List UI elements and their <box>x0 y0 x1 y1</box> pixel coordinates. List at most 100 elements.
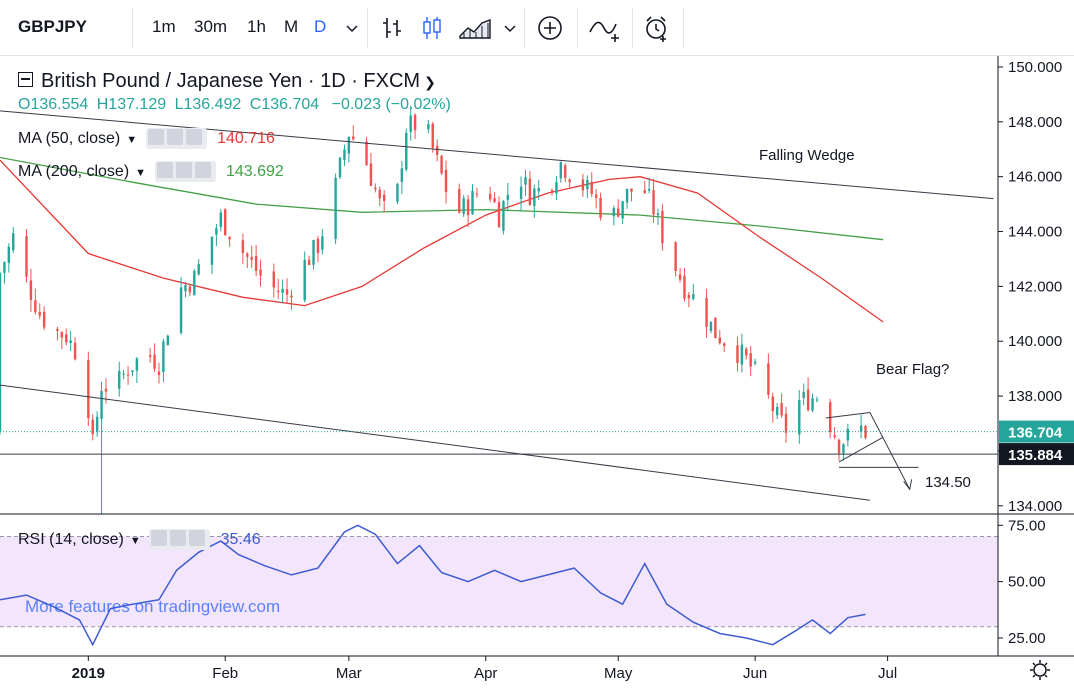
x-tick-label: Jul <box>878 665 897 682</box>
candle-down <box>60 332 64 338</box>
candle-up <box>846 428 850 441</box>
close-icon[interactable] <box>185 129 202 145</box>
candle-up <box>338 157 342 178</box>
ma50-controls <box>145 128 207 149</box>
candle-down <box>250 256 253 260</box>
watermark-link[interactable]: More features on tradingview.com <box>25 597 281 616</box>
candle-up <box>524 177 527 185</box>
ma50-legend: MA (50, close) ▼ 140.716 <box>18 128 275 149</box>
trendline-flag-upper[interactable] <box>825 412 870 419</box>
candle-up <box>798 400 801 435</box>
candle-down <box>705 298 708 327</box>
rsi-tick-label: 50.00 <box>1008 574 1046 591</box>
candle-down <box>652 189 655 215</box>
candle-up <box>612 208 616 217</box>
candle-up <box>3 262 6 273</box>
candle-down <box>246 253 249 257</box>
toolbar-separator <box>367 8 368 48</box>
interval-30m[interactable]: 30m <box>194 17 228 36</box>
candle-down <box>307 259 311 265</box>
gear-icon[interactable] <box>170 530 187 546</box>
candle-down <box>767 363 770 395</box>
gear-icon[interactable] <box>175 162 192 178</box>
candle-down <box>276 290 280 292</box>
gear-icon[interactable] <box>166 129 183 145</box>
candle-down <box>444 169 448 193</box>
candle-up <box>281 288 284 293</box>
interval-1m[interactable]: 1m <box>152 17 176 36</box>
indicators-icon[interactable] <box>588 14 624 42</box>
x-tick-label: 2019 <box>72 665 105 682</box>
ohlc-legend: O136.554 H137.129 L136.492 C136.704 −0.0… <box>18 96 451 114</box>
trendline-wedge-lower[interactable] <box>0 384 871 501</box>
chevron-down-icon[interactable]: ▼ <box>135 167 147 179</box>
area-chart-icon[interactable] <box>458 14 492 42</box>
chevron-down-icon[interactable]: ▼ <box>129 535 141 547</box>
chevron-down-icon[interactable] <box>338 14 366 42</box>
candle-down <box>413 114 417 131</box>
eye-icon[interactable] <box>151 530 168 546</box>
eye-icon[interactable] <box>147 129 164 145</box>
candle-up <box>219 212 223 228</box>
candle-up <box>95 416 99 432</box>
rsi-legend: RSI (14, close) ▼ 35.46 <box>18 529 261 550</box>
candle-down <box>352 136 355 140</box>
close-icon[interactable] <box>189 530 206 546</box>
close-icon[interactable] <box>194 162 211 178</box>
candle-down <box>374 187 377 190</box>
chevron-down-icon[interactable]: ❯ <box>424 74 436 90</box>
candle-down <box>687 294 691 299</box>
symbol-label[interactable]: GBPJPY <box>18 17 87 36</box>
candle-up <box>118 370 121 389</box>
candle-up <box>775 406 779 416</box>
eye-icon[interactable] <box>156 162 173 178</box>
trendline-wedge-upper[interactable] <box>0 110 994 200</box>
candle-up <box>842 444 845 454</box>
candle-down <box>581 179 585 191</box>
plus-circle-icon[interactable] <box>536 14 564 42</box>
annotation-bear-flag: Bear Flag? <box>876 361 949 378</box>
candle-down <box>254 255 258 271</box>
candle-down <box>29 280 33 300</box>
trendline-flag-lower[interactable] <box>838 436 884 463</box>
settings-gear-icon[interactable] <box>1030 660 1050 680</box>
candle-up <box>7 246 11 263</box>
collapse-icon[interactable] <box>18 72 33 87</box>
y-tick-label: 134.000 <box>1008 498 1062 515</box>
candle-down <box>594 194 598 198</box>
rsi-band <box>0 536 998 627</box>
candle-up <box>656 213 660 216</box>
candle-down <box>661 210 664 244</box>
level-price-badge <box>999 443 1074 466</box>
candle-down <box>497 202 501 228</box>
candle-up <box>555 182 558 194</box>
candle-up <box>647 188 651 191</box>
annotation-falling-wedge: Falling Wedge <box>759 147 855 164</box>
interval-1h[interactable]: 1h <box>247 17 266 36</box>
candle-down <box>806 389 810 411</box>
rsi-tick-label: 25.00 <box>1008 630 1046 647</box>
candle-down <box>630 188 633 192</box>
x-tick-label: Apr <box>474 665 497 682</box>
candle-down <box>65 334 68 343</box>
candle-down <box>833 435 836 438</box>
candle-up <box>122 373 125 375</box>
level-price-label: 135.884 <box>1008 447 1063 464</box>
candles-icon[interactable] <box>418 14 446 42</box>
candle-down <box>378 189 381 199</box>
toolbar-separator <box>577 8 578 48</box>
chevron-down-icon[interactable] <box>496 14 524 42</box>
candle-down <box>475 193 479 195</box>
interval-d[interactable]: D <box>314 17 327 36</box>
candle-down <box>223 209 227 236</box>
alert-clock-icon[interactable] <box>643 14 671 42</box>
annotation-target: 134.50 <box>925 474 971 491</box>
candle-up <box>210 236 214 265</box>
interval-m[interactable]: M <box>284 17 299 36</box>
trendline-target-arrow[interactable] <box>869 412 911 490</box>
candle-down <box>188 286 192 293</box>
candle-up <box>131 370 134 372</box>
chevron-down-icon[interactable]: ▼ <box>126 134 138 146</box>
candle-down <box>678 274 682 280</box>
bar-chart-icon[interactable] <box>378 14 406 42</box>
